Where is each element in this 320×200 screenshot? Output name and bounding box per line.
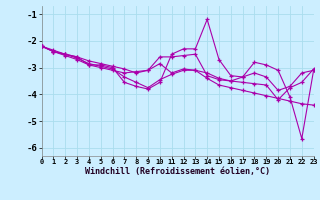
X-axis label: Windchill (Refroidissement éolien,°C): Windchill (Refroidissement éolien,°C) [85,167,270,176]
